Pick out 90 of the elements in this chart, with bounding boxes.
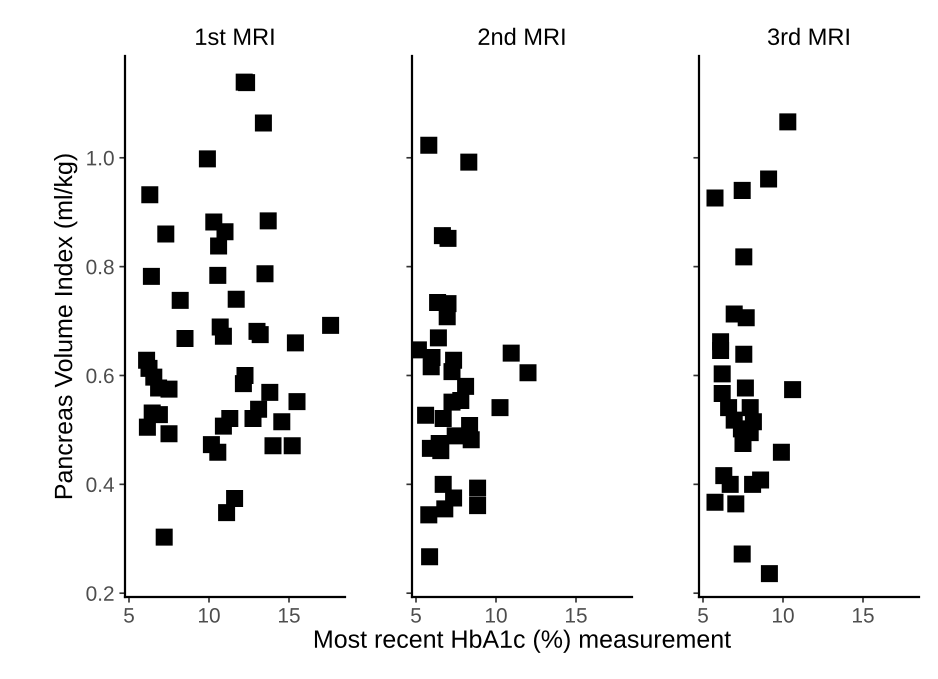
point	[142, 268, 160, 285]
y-tick-label: 0.8	[86, 260, 114, 274]
point	[752, 471, 770, 488]
point	[722, 476, 739, 493]
point	[214, 328, 232, 345]
point	[156, 528, 173, 546]
point	[432, 442, 450, 460]
point	[141, 186, 158, 204]
point	[422, 358, 440, 376]
point	[446, 427, 464, 444]
y-tick-label: 0.6	[86, 368, 114, 384]
point	[226, 490, 244, 507]
x-tick-label: 5	[124, 608, 134, 623]
point	[218, 504, 236, 522]
x-tick-label: 15	[853, 608, 874, 623]
point	[734, 435, 752, 452]
point	[734, 546, 751, 563]
point	[735, 248, 752, 266]
y-tick-label: 0.2	[86, 586, 114, 601]
y-tick-label: 0.4	[86, 477, 114, 492]
point	[772, 444, 790, 461]
point	[736, 379, 754, 397]
point	[712, 342, 730, 359]
point	[734, 182, 751, 199]
point	[176, 330, 194, 347]
point	[469, 497, 486, 514]
point	[210, 237, 228, 254]
point	[421, 548, 438, 566]
point	[228, 290, 245, 308]
point	[172, 292, 189, 309]
point	[779, 113, 796, 130]
point	[727, 495, 744, 512]
x-tick-label: 10	[486, 608, 507, 623]
point	[760, 565, 778, 582]
point	[434, 410, 452, 427]
point	[469, 480, 486, 497]
point	[209, 444, 226, 461]
point	[460, 154, 478, 171]
point	[420, 506, 438, 524]
point	[209, 266, 226, 284]
point	[443, 394, 461, 411]
point	[430, 329, 447, 346]
y-axis-title: Pancreas Volume Index (ml/kg)	[54, 154, 78, 498]
point	[214, 418, 232, 435]
point	[443, 363, 461, 380]
point	[157, 225, 174, 242]
point	[138, 418, 156, 436]
point	[254, 114, 272, 132]
point	[420, 136, 438, 154]
point	[160, 380, 178, 398]
point	[284, 437, 301, 454]
point	[462, 431, 480, 448]
point	[264, 437, 282, 454]
x-tick-label: 5	[411, 608, 421, 623]
point	[252, 326, 269, 344]
chart-title: 2nd MRI	[478, 28, 564, 46]
point	[286, 334, 304, 352]
point	[706, 190, 724, 207]
point	[260, 212, 277, 230]
point	[760, 170, 778, 188]
point	[234, 375, 252, 392]
point	[439, 230, 457, 247]
point	[436, 500, 454, 518]
point	[706, 494, 724, 511]
point	[322, 316, 340, 334]
x-tick-label: 10	[773, 608, 794, 623]
point	[256, 265, 274, 282]
point	[160, 425, 178, 442]
point	[502, 344, 520, 362]
point	[519, 364, 537, 382]
point	[491, 399, 509, 416]
chart-title: 3rd MRI	[768, 28, 849, 46]
x-tick-label: 5	[698, 608, 708, 623]
point	[288, 393, 306, 410]
point	[244, 410, 262, 427]
point	[273, 413, 290, 430]
x-axis-title: Most recent HbA1c (%) measurement	[314, 630, 731, 653]
point	[714, 365, 731, 382]
point	[261, 384, 278, 401]
y-tick-label: 1.0	[87, 150, 114, 166]
point	[434, 476, 452, 493]
point	[198, 150, 216, 168]
x-tick-label: 15	[566, 608, 587, 623]
point	[784, 381, 802, 398]
point	[735, 346, 752, 363]
chart-title: 1st MRI	[196, 28, 274, 46]
x-tick-label: 15	[279, 608, 300, 623]
point	[738, 309, 755, 326]
point	[417, 406, 434, 424]
x-tick-label: 10	[199, 608, 220, 623]
